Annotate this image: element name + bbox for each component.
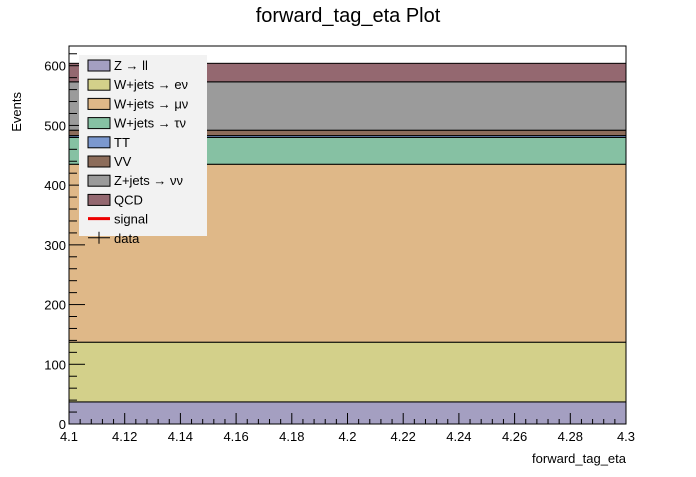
legend: Z → ll W+jets → eν W+jets → μν W+jets → τν T… — [79, 55, 207, 246]
legend-label: Z → ll — [114, 58, 148, 73]
x-tick-label: 4.16 — [223, 429, 248, 444]
legend-label: TT — [114, 135, 130, 150]
legend-swatch — [87, 59, 111, 72]
y-tick-label: 600 — [44, 59, 66, 74]
legend-swatch — [87, 117, 111, 130]
bar-segment-2 — [68, 341, 627, 403]
chart-title: forward_tag_eta Plot — [256, 5, 441, 27]
x-tick-label: 4.12 — [112, 429, 137, 444]
legend-swatch — [87, 136, 111, 149]
y-tick-label: 0 — [59, 417, 66, 432]
legend-swatch — [87, 193, 111, 206]
legend-label: VV — [114, 154, 132, 169]
x-tick-label: 4.28 — [558, 429, 583, 444]
legend-label: signal — [114, 212, 148, 227]
legend-swatch — [87, 174, 111, 187]
y-tick-label: 500 — [44, 118, 66, 133]
x-tick-label: 4.14 — [168, 429, 193, 444]
x-tick-label: 4.24 — [446, 429, 471, 444]
y-tick-label: 300 — [44, 238, 66, 253]
y-tick-label: 100 — [44, 357, 66, 372]
x-tick-label: 4.1 — [60, 429, 78, 444]
x-tick-label: 4.2 — [338, 429, 356, 444]
legend-label: QCD — [114, 192, 143, 207]
y-tick-label: 400 — [44, 178, 66, 193]
axes-layer: 4.1 4.12 4.14 4.16 4.18 4.2 4.22 4.24 4.26 4.28 4.… — [44, 53, 635, 444]
legend-swatch — [87, 97, 111, 110]
x-tick-label: 4.22 — [391, 429, 416, 444]
legend-label: W+jets → eν — [114, 77, 188, 92]
x-tick-label: 4.18 — [279, 429, 304, 444]
y-tick-label: 200 — [44, 298, 66, 313]
x-tick-label: 4.3 — [617, 429, 635, 444]
y-axis-label: Events — [9, 92, 24, 132]
x-tick-label: 4.26 — [502, 429, 527, 444]
legend-label: W+jets → μν — [114, 96, 188, 111]
legend-label: W+jets → τν — [114, 116, 186, 131]
x-axis-label: forward_tag_eta — [532, 451, 627, 466]
legend-label: Z+jets → νν — [114, 173, 183, 188]
legend-label: data — [114, 231, 140, 246]
legend-swatch — [87, 78, 111, 91]
legend-swatch — [87, 155, 111, 168]
